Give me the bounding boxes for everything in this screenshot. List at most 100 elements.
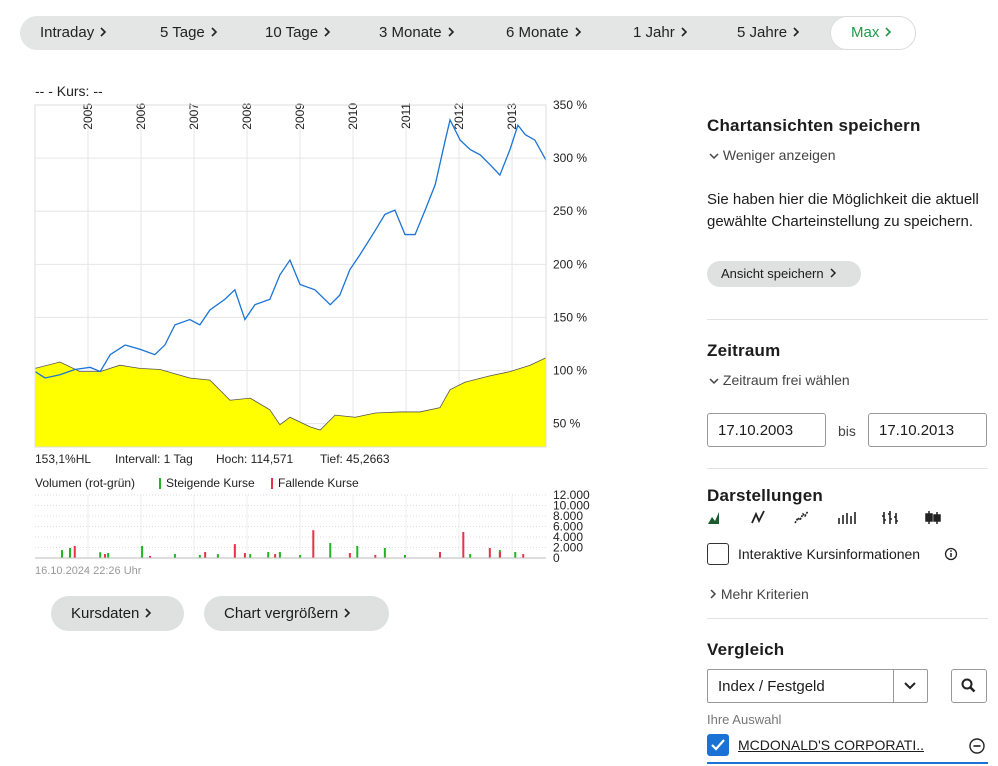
y-tick-label: 200 % <box>553 257 587 271</box>
button-label: Kursdaten <box>71 605 140 622</box>
icon-dots[interactable] <box>794 510 809 524</box>
icon-ohlc[interactable] <box>838 512 856 524</box>
line <box>34 117 547 379</box>
toggle[interactable]: Mehr Kriterien <box>709 586 809 602</box>
y-tick-label: 150 % <box>553 310 587 324</box>
y-tick-label: 12.000 <box>553 488 590 502</box>
chevron <box>100 27 107 37</box>
check <box>711 739 725 751</box>
volume-bar <box>278 551 281 558</box>
label: bis <box>838 423 856 439</box>
heading: Zeitraum <box>707 341 781 360</box>
volume-bar <box>329 543 332 558</box>
volume-bar <box>403 555 406 558</box>
volume-bar <box>488 548 491 558</box>
volume-bar <box>356 545 359 558</box>
icon-bars[interactable] <box>882 511 898 524</box>
date-input[interactable]: 17.10.2013 <box>868 413 987 447</box>
legend-label: Steigende Kurse <box>166 476 255 490</box>
select[interactable]: Index / Festgeld <box>707 669 928 703</box>
icon-line[interactable] <box>751 510 765 524</box>
chevron <box>145 608 152 618</box>
y-tick-label: 100 % <box>553 364 587 378</box>
tab[interactable]: 10 Tage <box>245 16 359 50</box>
volume-bar <box>103 554 106 558</box>
tab[interactable]: Max <box>830 16 916 50</box>
volume-title: Volumen (rot-grün) <box>35 476 135 490</box>
volume-bar <box>522 554 525 558</box>
tab[interactable]: Intraday <box>20 16 140 50</box>
tab[interactable]: 3 Monate <box>359 16 486 50</box>
chevron <box>710 589 717 599</box>
search-button[interactable] <box>951 669 987 703</box>
plot-frame <box>34 104 547 448</box>
area <box>34 357 547 448</box>
volume-bar <box>312 530 315 558</box>
divider <box>707 468 988 469</box>
chevron <box>830 268 836 278</box>
legend-swatch <box>159 478 161 489</box>
x-tick-label: 2010 <box>346 103 360 130</box>
volume-bar <box>469 554 472 558</box>
selection-underline <box>707 762 988 764</box>
toggle-label: Weniger anzeigen <box>722 147 836 163</box>
heading: Chartansichten speichern <box>707 116 921 135</box>
paragraph: Sie haben hier die Möglichkeit die aktue… <box>707 191 979 230</box>
volume-bar <box>99 552 102 558</box>
volume-bar <box>462 532 465 558</box>
checkbox-checked[interactable] <box>707 734 729 756</box>
volume-bar <box>249 554 252 558</box>
icon-candles[interactable] <box>925 511 941 524</box>
volume-bar <box>198 555 201 558</box>
checkbox[interactable] <box>707 543 729 565</box>
button[interactable]: Kursdaten <box>51 596 184 631</box>
chevron <box>324 27 331 37</box>
x-tick-label: 2006 <box>134 103 148 130</box>
info-icon[interactable] <box>944 547 958 561</box>
x-tick-label: 2007 <box>187 103 201 130</box>
chevron <box>447 27 454 37</box>
chevron <box>793 27 800 37</box>
select-divider <box>893 669 894 703</box>
remove-icon[interactable] <box>968 737 986 755</box>
tab[interactable]: 6 Monate <box>486 16 613 50</box>
tab[interactable]: 5 Jahre <box>717 16 830 50</box>
x-tick-label: 2011 <box>399 103 413 129</box>
volume-bar <box>233 544 236 558</box>
tab-label: 1 Jahr <box>633 24 675 41</box>
link[interactable]: MCDONALD'S CORPORATI.. <box>738 737 924 753</box>
date-input[interactable]: 17.10.2003 <box>707 413 826 447</box>
volume-bar <box>374 555 377 558</box>
divider <box>707 319 988 320</box>
tab-label: 10 Tage <box>265 24 319 41</box>
x-tick-label: 2008 <box>240 103 254 130</box>
chevron <box>574 27 581 37</box>
tab[interactable]: 5 Tage <box>140 16 245 50</box>
y-tick-label: 2.000 <box>553 541 583 555</box>
chevron-down <box>709 153 719 160</box>
divider <box>707 618 988 619</box>
info: Tief: 45,2663 <box>320 452 390 466</box>
y-tick-label: 8.000 <box>553 509 583 523</box>
volume-bar <box>438 551 441 558</box>
button[interactable]: Ansicht speichern <box>707 261 861 287</box>
volume-bar <box>383 548 386 558</box>
heading: Vergleich <box>707 640 785 659</box>
volume-bar <box>243 553 246 558</box>
toggle[interactable]: Weniger anzeigen <box>709 147 836 163</box>
tab-label: Intraday <box>40 24 95 41</box>
y-tick-label: 0 <box>553 551 560 565</box>
label: Ihre Auswahl <box>707 712 782 727</box>
volume-bar <box>73 545 76 558</box>
tab-label: 5 Jahre <box>737 24 788 41</box>
icon-area[interactable] <box>708 512 719 524</box>
volume-bar <box>216 554 219 558</box>
volume-bar <box>498 551 501 558</box>
toggle[interactable]: Zeitraum frei wählen <box>709 372 850 388</box>
legend-swatch <box>271 478 273 489</box>
button[interactable]: Chart vergrößern <box>204 596 389 631</box>
volume-bar <box>107 553 110 558</box>
info: 153,1%HL <box>35 452 91 466</box>
tab[interactable]: 1 Jahr <box>613 16 717 50</box>
